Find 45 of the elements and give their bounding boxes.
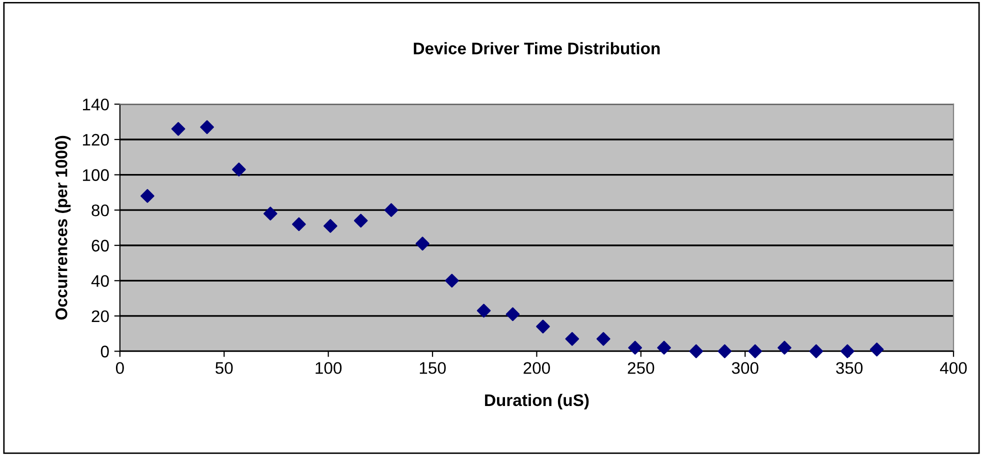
y-tick-label: 60 (92, 240, 109, 252)
point (809, 344, 824, 358)
point (171, 122, 186, 136)
x-tick-label: 0 (116, 362, 124, 374)
x-tick-label: 50 (216, 362, 233, 374)
x-tick-label: 250 (628, 362, 654, 374)
y-axis-title: Occurrences (per 1000) (55, 136, 71, 320)
chart-title: Device Driver Time Distribution (414, 42, 660, 54)
point (536, 320, 550, 334)
point (870, 342, 884, 356)
point (840, 344, 854, 358)
point (657, 340, 671, 355)
x-tick-label: 300 (732, 362, 758, 374)
point (476, 304, 491, 318)
point (596, 332, 610, 346)
y-tick-label: 20 (92, 310, 109, 322)
y-tick-label: 140 (82, 98, 109, 110)
y-tick-label: 40 (91, 275, 109, 287)
point (232, 162, 246, 176)
point (324, 219, 338, 233)
y-tick-label: 0 (100, 346, 109, 358)
point (416, 236, 430, 251)
point (748, 344, 762, 358)
x-tick-label: 100 (316, 362, 342, 374)
point (140, 189, 154, 203)
point (263, 206, 278, 221)
x-axis-title: Duration (uS) (485, 394, 589, 410)
point (200, 120, 214, 134)
point (778, 340, 792, 355)
x-tick-label: 400 (940, 362, 967, 374)
point (292, 217, 306, 232)
y-tick-label: 100 (82, 169, 109, 181)
point (506, 307, 520, 322)
point (354, 214, 368, 228)
x-tick-label: 350 (836, 362, 863, 374)
y-tick-label: 80 (92, 204, 109, 216)
point (718, 344, 732, 358)
point (565, 332, 580, 346)
point (628, 340, 642, 355)
point (384, 203, 398, 217)
x-tick-label: 200 (524, 362, 550, 374)
y-tick-label: 120 (82, 134, 109, 146)
x-tick-label: 150 (420, 362, 446, 374)
point (689, 344, 704, 358)
point (444, 274, 459, 288)
